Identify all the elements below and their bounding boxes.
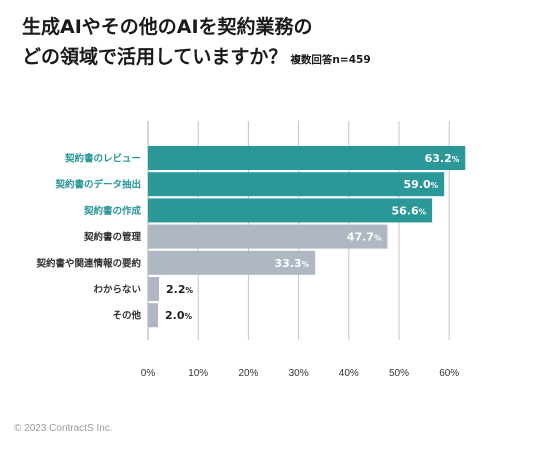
title-line-1: 生成AIやその他のAIを契約業務の	[22, 16, 313, 38]
respondents-note: 複数回答n=459	[290, 54, 371, 66]
title-line-2: どの領域で活用していますか？ 複数回答n=459	[22, 42, 371, 75]
value-label: 2.0%	[165, 309, 193, 322]
x-tick-label: 40%	[339, 368, 359, 379]
x-tick-label: 60%	[439, 368, 459, 379]
category-label: 契約書のレビュー	[64, 153, 141, 165]
x-tick-label: 50%	[389, 368, 409, 379]
chart-title: 生成AIやその他のAIを契約業務の どの領域で活用していますか？ 複数回答n=45…	[22, 12, 371, 75]
value-label: 56.6%	[391, 204, 426, 217]
x-tick-label: 30%	[289, 368, 309, 379]
value-label: 59.0%	[404, 178, 439, 191]
value-label: 47.7%	[347, 231, 382, 244]
bar	[148, 303, 159, 328]
x-tick-label: 0%	[141, 368, 156, 379]
bar	[148, 250, 316, 275]
bar	[148, 172, 445, 197]
bar	[148, 198, 433, 223]
x-tick-label: 10%	[188, 368, 208, 379]
copyright: © 2023 ContractS Inc.	[14, 423, 113, 434]
value-label: 2.2%	[166, 283, 194, 296]
category-label: 契約書の作成	[83, 205, 142, 217]
category-label: 契約書や関連情報の要約	[35, 257, 141, 269]
bar	[148, 146, 466, 170]
category-label: その他	[112, 310, 141, 322]
bar	[148, 277, 160, 301]
value-label: 33.3%	[275, 257, 310, 270]
category-label: 契約書のデータ抽出	[54, 179, 141, 191]
category-label: わからない	[93, 285, 141, 296]
bar	[148, 224, 388, 249]
value-label: 63.2%	[425, 152, 460, 165]
category-label: 契約書の管理	[83, 231, 142, 243]
title-line-2-text: どの領域で活用していますか？	[22, 46, 288, 68]
x-tick-label: 20%	[238, 368, 258, 379]
